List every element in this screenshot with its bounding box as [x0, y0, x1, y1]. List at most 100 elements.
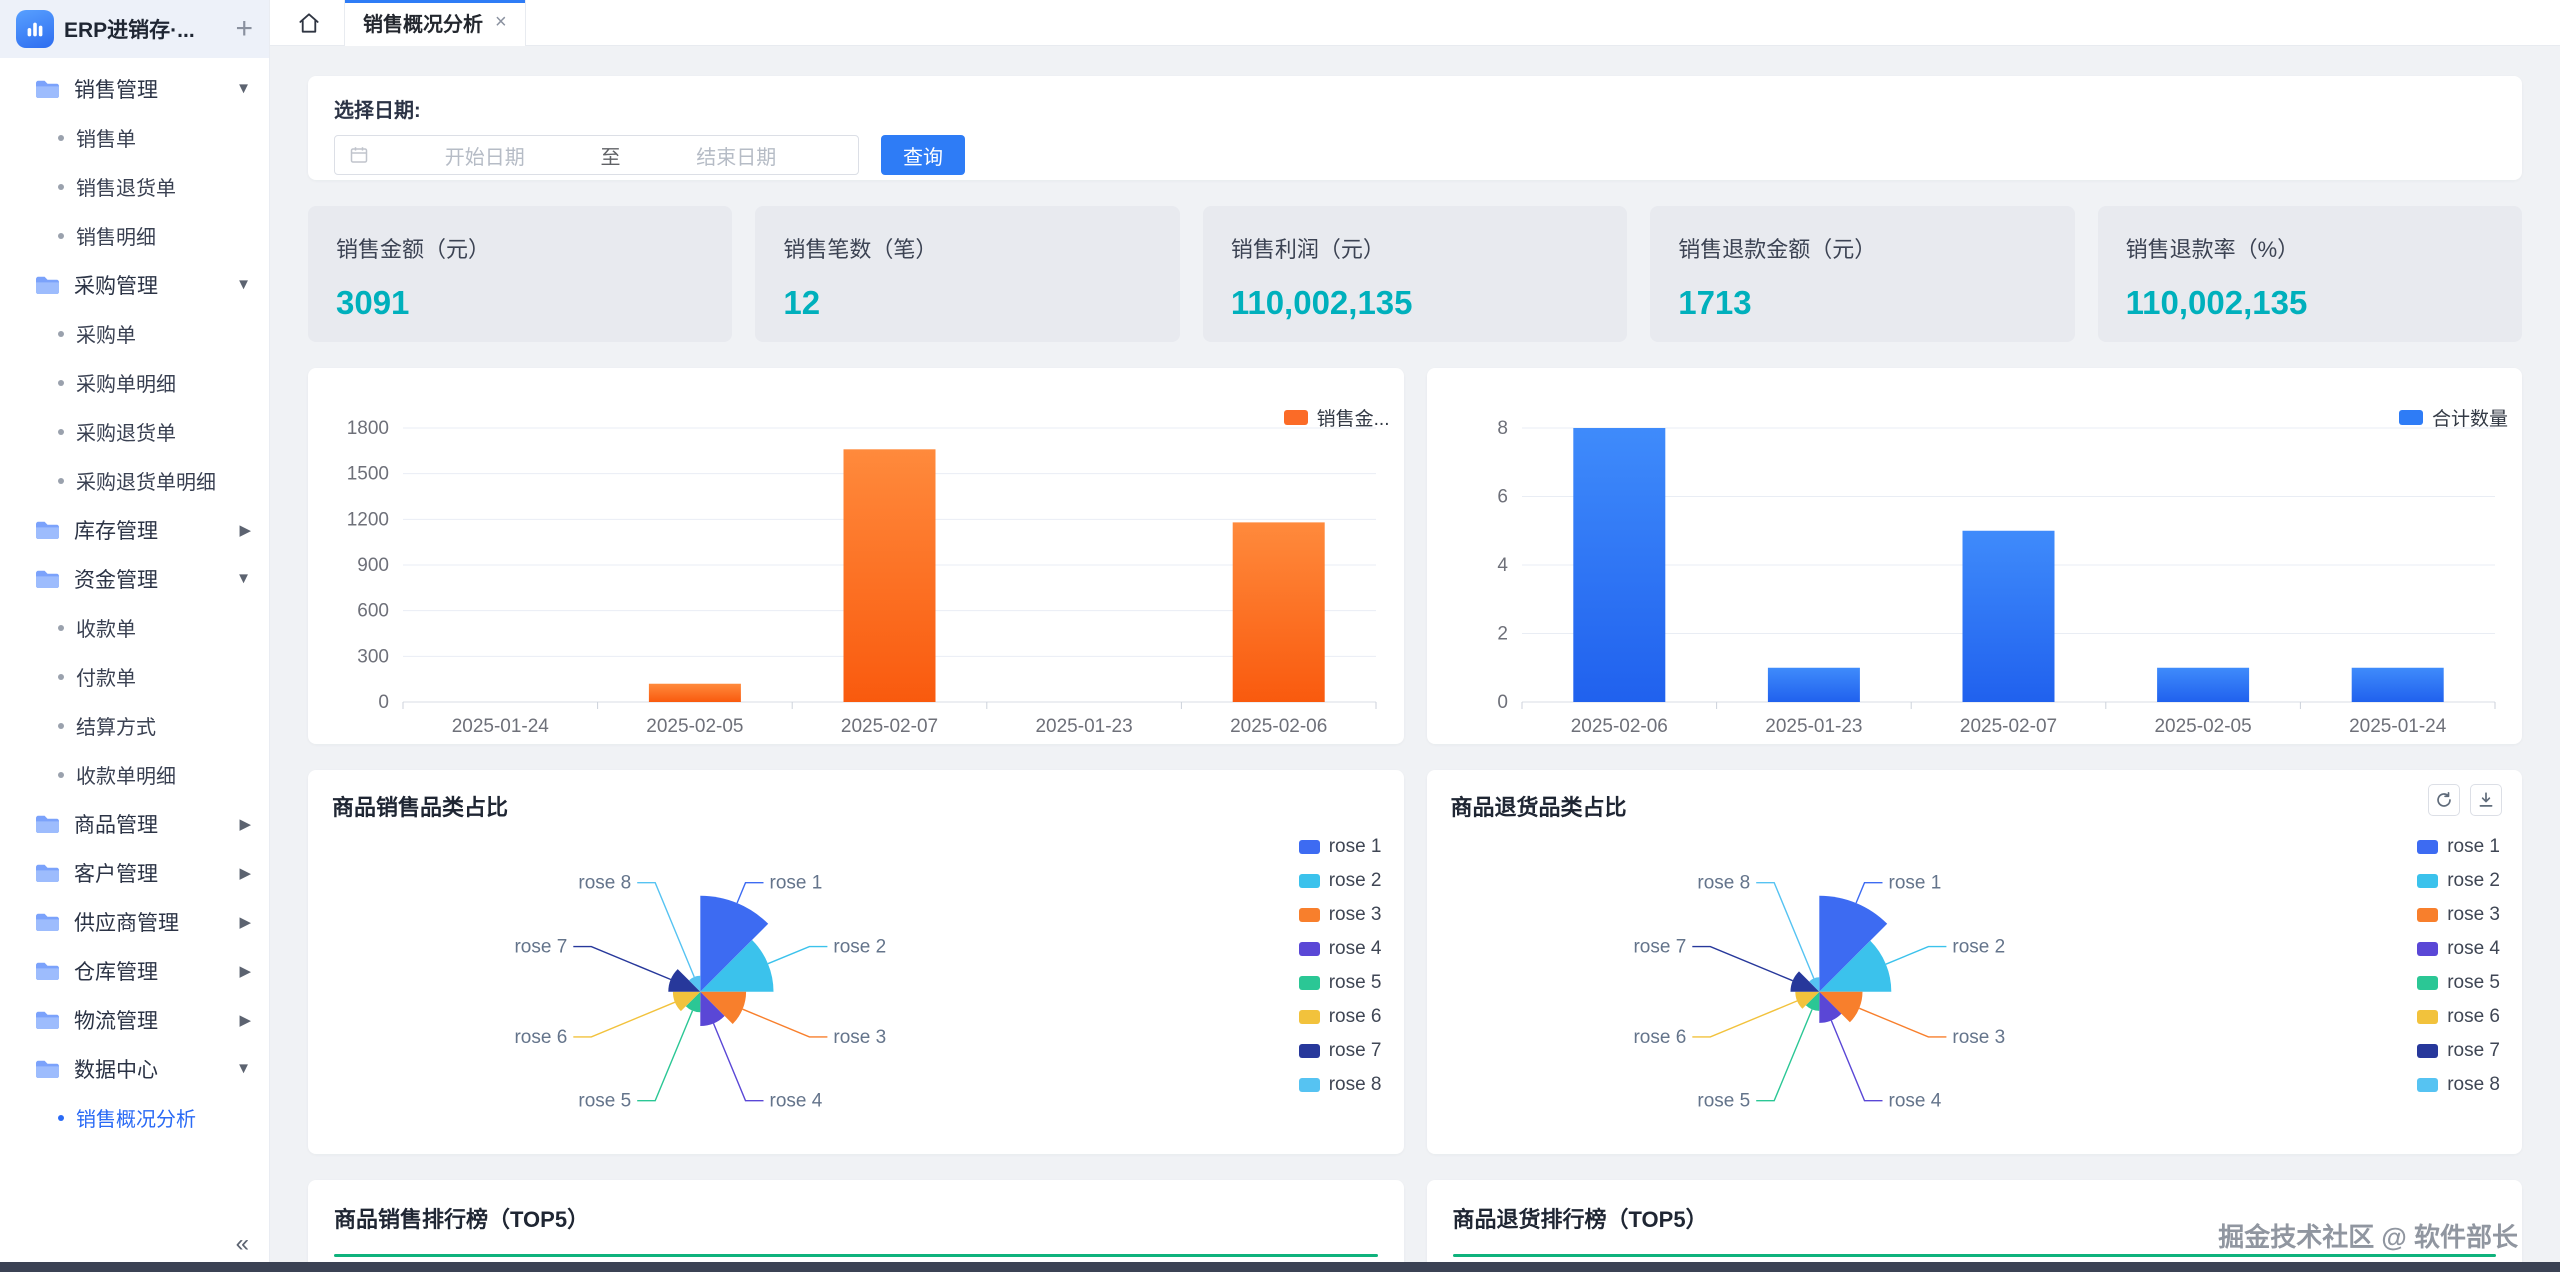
- legend-item-rose-2[interactable]: rose 2: [1298, 870, 1382, 892]
- chevron-right-icon: ▶: [239, 962, 251, 980]
- bullet-dot: [58, 1114, 64, 1121]
- sidebar-group-9[interactable]: 数据中心 ▼: [0, 1044, 269, 1093]
- sidebar-item-销售单[interactable]: 销售单: [0, 113, 269, 162]
- return-category-legend: rose 1 rose 2 rose 3 rose 4 rose 5 rose 6 rose…: [2417, 836, 2500, 1096]
- svg-text:900: 900: [357, 555, 389, 576]
- sidebar-group-3[interactable]: 资金管理 ▼: [0, 554, 269, 603]
- download-icon[interactable]: [2470, 784, 2502, 816]
- calendar-icon: [350, 147, 368, 163]
- svg-text:rose 6: rose 6: [514, 1027, 567, 1048]
- stat-card-1: 销售笔数（笔） 12: [755, 206, 1180, 342]
- stat-label: 销售退款金额（元）: [1678, 237, 1877, 262]
- sidebar-item-采购退货单明细[interactable]: 采购退货单明细: [0, 456, 269, 505]
- bullet-dot: [58, 183, 64, 190]
- bullet-dot: [58, 771, 64, 778]
- refresh-icon[interactable]: [2428, 784, 2460, 816]
- svg-text:8: 8: [1497, 418, 1508, 439]
- legend-item-rose-3[interactable]: rose 3: [1298, 904, 1382, 926]
- legend-item-rose-5[interactable]: rose 5: [2417, 972, 2500, 994]
- sidebar-item-销售退货单[interactable]: 销售退货单: [0, 162, 269, 211]
- legend-item-rose-4[interactable]: rose 4: [2417, 938, 2500, 960]
- legend-label: rose 1: [2447, 836, 2500, 857]
- tab-sales-overview[interactable]: 销售概况分析 ×: [344, 0, 526, 46]
- legend-label: rose 7: [1328, 1040, 1382, 1061]
- sidebar-item-结算方式[interactable]: 结算方式: [0, 701, 269, 750]
- svg-text:rose 5: rose 5: [1697, 1091, 1750, 1112]
- svg-text:300: 300: [357, 646, 389, 667]
- svg-text:2025-01-23: 2025-01-23: [1035, 716, 1132, 737]
- legend-label: rose 8: [1328, 1074, 1382, 1095]
- sidebar-group-8[interactable]: 物流管理 ▶: [0, 995, 269, 1044]
- legend-item-rose-7[interactable]: rose 7: [1298, 1040, 1382, 1062]
- date-range-picker[interactable]: 开始日期 至 结束日期: [334, 135, 859, 175]
- sidebar-group-4[interactable]: 商品管理 ▶: [0, 799, 269, 848]
- bullet-dot: [58, 428, 64, 435]
- svg-text:2025-02-05: 2025-02-05: [2154, 716, 2251, 737]
- svg-text:1500: 1500: [347, 464, 389, 485]
- tab-close-icon[interactable]: ×: [495, 11, 507, 33]
- legend-label: 合计数量: [2431, 409, 2508, 430]
- legend-item-rose-8[interactable]: rose 8: [1298, 1074, 1382, 1096]
- sidebar-group-5[interactable]: 客户管理 ▶: [0, 848, 269, 897]
- sidebar-item-采购退货单[interactable]: 采购退货单: [0, 407, 269, 456]
- folder-icon: [34, 813, 61, 835]
- legend-item-rose-1[interactable]: rose 1: [2417, 836, 2500, 858]
- folder-icon: [34, 519, 61, 541]
- sidebar-group-label: 资金管理: [74, 568, 158, 592]
- legend-item-rose-8[interactable]: rose 8: [2417, 1074, 2500, 1096]
- legend-label: rose 7: [2447, 1040, 2500, 1061]
- svg-text:rose 3: rose 3: [833, 1027, 886, 1048]
- stat-cards-row: 销售金额（元） 3091 销售笔数（笔） 12 销售利润（元） 110,002,135 销售…: [308, 206, 2523, 342]
- legend-item-rose-3[interactable]: rose 3: [2417, 904, 2500, 926]
- date-separator: 至: [600, 146, 621, 169]
- sidebar-item-付款单[interactable]: 付款单: [0, 652, 269, 701]
- legend-item-rose-7[interactable]: rose 7: [2417, 1040, 2500, 1062]
- bullet-dot: [58, 477, 64, 484]
- sidebar-item-收款单[interactable]: 收款单: [0, 603, 269, 652]
- sidebar-item-采购单[interactable]: 采购单: [0, 309, 269, 358]
- sidebar-group-label: 采购管理: [74, 274, 158, 298]
- sales-category-rose-chart: rose 1 rose 2 rose 3 rose 4 rose 5 rose 6 rose…: [332, 820, 1209, 1138]
- sidebar-group-0[interactable]: 销售管理 ▼: [0, 64, 269, 113]
- sidebar-item-销售明细[interactable]: 销售明细: [0, 211, 269, 260]
- legend-item-rose-1[interactable]: rose 1: [1298, 836, 1382, 858]
- sales-category-legend: rose 1 rose 2 rose 3 rose 4 rose 5 rose 6 rose…: [1298, 836, 1382, 1096]
- svg-text:rose 8: rose 8: [1697, 873, 1750, 894]
- date-filter-row: 开始日期 至 结束日期 查询: [334, 135, 2496, 175]
- svg-text:rose 4: rose 4: [1888, 1091, 1941, 1112]
- collapse-sidebar-button[interactable]: «: [235, 1230, 249, 1257]
- legend-item-rose-2[interactable]: rose 2: [2417, 870, 2500, 892]
- total-count-legend[interactable]: 合计数量: [2398, 404, 2508, 431]
- sidebar-group-label: 商品管理: [74, 813, 158, 837]
- total-count-chart-card: 合计数量 0 2 4 6 8 2025-02-06 2025-01-23 2025-02-07…: [1426, 368, 2522, 744]
- query-button[interactable]: 查询: [881, 135, 965, 175]
- sidebar-item-销售概况分析[interactable]: 销售概况分析: [0, 1093, 269, 1142]
- sidebar-group-7[interactable]: 仓库管理 ▶: [0, 946, 269, 995]
- sidebar-group-6[interactable]: 供应商管理 ▶: [0, 897, 269, 946]
- home-icon[interactable]: [294, 8, 324, 38]
- sidebar-footer: «: [0, 1216, 269, 1272]
- legend-item-rose-6[interactable]: rose 6: [2417, 1006, 2500, 1028]
- legend-item-rose-6[interactable]: rose 6: [1298, 1006, 1382, 1028]
- folder-icon: [34, 911, 61, 933]
- sidebar-item-收款单明细[interactable]: 收款单明细: [0, 750, 269, 799]
- sales-amount-legend[interactable]: 销售金...: [1283, 404, 1390, 431]
- horizontal-scrollbar[interactable]: [0, 1262, 2560, 1272]
- sidebar-item-采购单明细[interactable]: 采购单明细: [0, 358, 269, 407]
- sidebar-item-label: 采购退货单: [76, 423, 176, 445]
- stat-value: 1713: [1678, 284, 1752, 321]
- bullet-dot: [58, 134, 64, 141]
- svg-text:2025-01-24: 2025-01-24: [2349, 716, 2447, 737]
- legend-item-rose-5[interactable]: rose 5: [1298, 972, 1382, 994]
- sidebar-group-1[interactable]: 采购管理 ▼: [0, 260, 269, 309]
- chevron-down-icon: ▼: [236, 1060, 251, 1077]
- chevron-down-icon: ▼: [236, 276, 251, 293]
- add-menu-button[interactable]: +: [235, 12, 253, 45]
- legend-label: rose 2: [2447, 870, 2500, 891]
- svg-text:2025-02-07: 2025-02-07: [841, 716, 938, 737]
- sidebar-item-label: 收款单: [76, 619, 136, 641]
- legend-marker: [2417, 1078, 2439, 1092]
- main-area: 销售概况分析 × 选择日期: 开始日期 至: [270, 0, 2560, 1272]
- sidebar-group-2[interactable]: 库存管理 ▶: [0, 505, 269, 554]
- legend-item-rose-4[interactable]: rose 4: [1298, 938, 1382, 960]
